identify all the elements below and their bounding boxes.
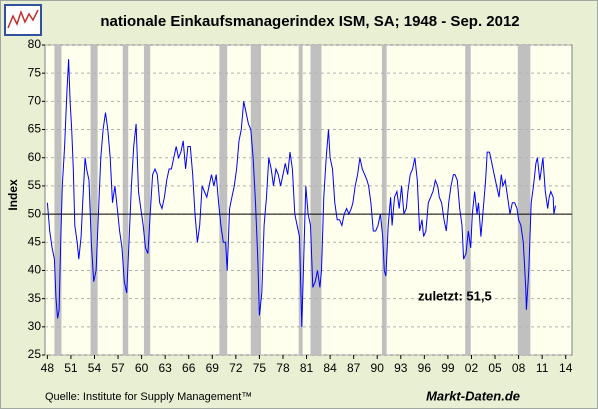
x-tick-label: 69 [206,361,220,375]
chart-title: nationale Einkaufsmanagerindex ISM, SA; … [100,13,519,30]
x-tick-label: 60 [135,361,149,375]
x-tick-label: 63 [158,361,172,375]
y-tick-label: 35 [28,291,42,305]
y-tick-label: 60 [28,150,42,164]
y-tick-label: 45 [28,234,42,248]
y-tick-label: 75 [28,65,42,79]
x-tick-label: 02 [465,361,479,375]
x-tick-label: 05 [488,361,502,375]
recession-band [54,45,62,355]
x-tick-label: 93 [394,361,408,375]
x-tick-label: 78 [276,361,290,375]
x-tick-label: 96 [418,361,432,375]
recession-band [219,45,228,355]
y-tick-label: 40 [28,263,42,277]
y-tick-label: 25 [28,347,42,361]
x-tick-label: 51 [64,361,78,375]
recession-band [381,45,387,355]
y-tick-label: 30 [28,319,42,333]
y-tick-label: 50 [28,206,42,220]
source: Quelle: Institute for Supply Management™ [45,391,252,403]
x-tick-label: 48 [41,361,55,375]
x-tick-label: 81 [300,361,314,375]
x-tick-label: 75 [253,361,267,375]
x-tick-label: 87 [347,361,361,375]
y-axis-label: Index [6,179,20,211]
x-tick-label: 66 [182,361,196,375]
recession-band [90,45,98,355]
x-tick-label: 08 [512,361,526,375]
recession-band [465,45,471,355]
x-tick-label: 99 [441,361,455,375]
y-tick-label: 55 [28,178,42,192]
recession-band [517,45,531,355]
recession-band [250,45,261,355]
recession-band [310,45,322,355]
annotation: zuletzt: 51,5 [418,288,492,303]
brand: Markt-Daten.de [426,388,520,403]
recession-band [122,45,129,355]
y-tick-label: 65 [28,122,42,136]
recession-band [298,45,303,355]
x-tick-label: 84 [323,361,337,375]
x-tick-label: 72 [229,361,243,375]
logo [4,4,42,36]
y-tick-label: 80 [28,37,42,51]
y-tick-label: 70 [28,94,42,108]
data-line [46,59,556,327]
x-tick-label: 90 [371,361,385,375]
x-tick-label: 57 [111,361,125,375]
x-tick-label: 11 [536,361,549,375]
recession-band [143,45,151,355]
x-tick-label: 14 [559,361,573,375]
x-tick-label: 54 [88,361,102,375]
